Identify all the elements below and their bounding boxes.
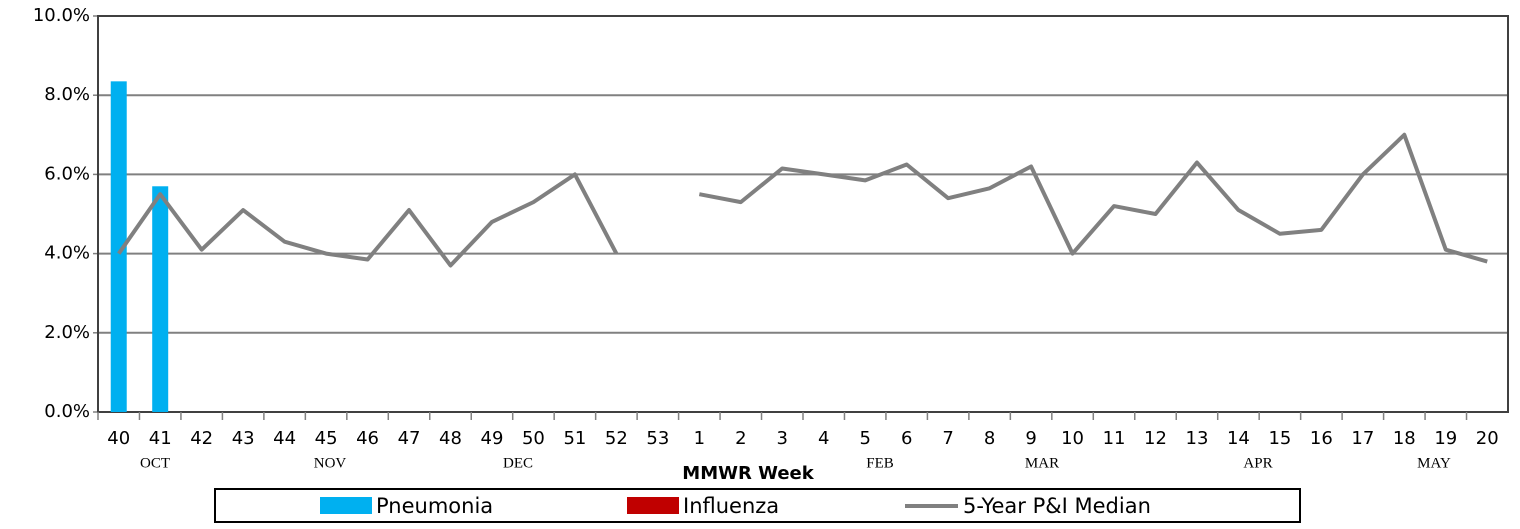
x-tick-label: 50 <box>522 428 545 449</box>
x-tick-label: 51 <box>563 428 586 449</box>
legend-label: Pneumonia <box>376 494 493 518</box>
month-label: MAR <box>1025 455 1059 471</box>
legend-label: 5-Year P&I Median <box>963 494 1151 518</box>
x-tick-label: 3 <box>777 428 788 449</box>
legend-box <box>214 488 1301 523</box>
month-label: APR <box>1243 455 1272 471</box>
x-tick-label: 16 <box>1310 428 1333 449</box>
x-tick-label: 49 <box>481 428 504 449</box>
month-label: DEC <box>503 455 533 471</box>
plot-border <box>97 15 1509 413</box>
x-tick-label: 47 <box>398 428 421 449</box>
x-tick-label: 52 <box>605 428 628 449</box>
x-tick-label: 42 <box>190 428 213 449</box>
line <box>117 132 1488 268</box>
y-tick-label: 4.0% <box>44 243 90 264</box>
y-tick-label: 8.0% <box>44 84 90 105</box>
x-tick-label: 15 <box>1268 428 1291 449</box>
month-label: MAY <box>1417 455 1451 471</box>
bar <box>152 186 169 412</box>
x-tick-label: 14 <box>1227 428 1250 449</box>
x-tick-label: 46 <box>356 428 379 449</box>
month-label: OCT <box>140 455 170 471</box>
x-tick-label: 4 <box>818 428 829 449</box>
bar <box>110 81 127 412</box>
legend-swatch <box>320 497 372 514</box>
y-tick-label: 6.0% <box>44 163 90 184</box>
x-tick-label: 5 <box>859 428 870 449</box>
x-tick-label: 2 <box>735 428 746 449</box>
x-tick-label: 45 <box>315 428 338 449</box>
x-tick-label: 41 <box>149 428 172 449</box>
x-tick-label: 19 <box>1434 428 1457 449</box>
x-tick-label: 7 <box>942 428 953 449</box>
x-tick-label: 40 <box>107 428 130 449</box>
month-label: FEB <box>866 455 894 471</box>
x-tick-label: 53 <box>646 428 669 449</box>
x-tick-label: 10 <box>1061 428 1084 449</box>
x-tick-label: 8 <box>984 428 995 449</box>
x-tick-label: 48 <box>439 428 462 449</box>
x-axis-label: MMWR Week <box>682 463 814 484</box>
y-tick-label: 10.0% <box>33 5 90 26</box>
y-tick-label: 0.0% <box>44 401 90 422</box>
x-tick-label: 44 <box>273 428 296 449</box>
y-tick-label: 2.0% <box>44 322 90 343</box>
month-label: NOV <box>314 455 347 471</box>
x-tick-label: 12 <box>1144 428 1167 449</box>
x-tick-label: 18 <box>1393 428 1416 449</box>
x-tick-label: 9 <box>1025 428 1036 449</box>
x-tick-label: 20 <box>1476 428 1499 449</box>
legend-swatch <box>627 497 679 514</box>
x-tick-label: 11 <box>1103 428 1126 449</box>
x-tick-label: 17 <box>1351 428 1374 449</box>
x-tick-label: 13 <box>1186 428 1209 449</box>
x-tick-label: 43 <box>232 428 255 449</box>
x-tick-label: 1 <box>694 428 705 449</box>
x-tick-label: 6 <box>901 428 912 449</box>
legend-label: Influenza <box>683 494 779 518</box>
